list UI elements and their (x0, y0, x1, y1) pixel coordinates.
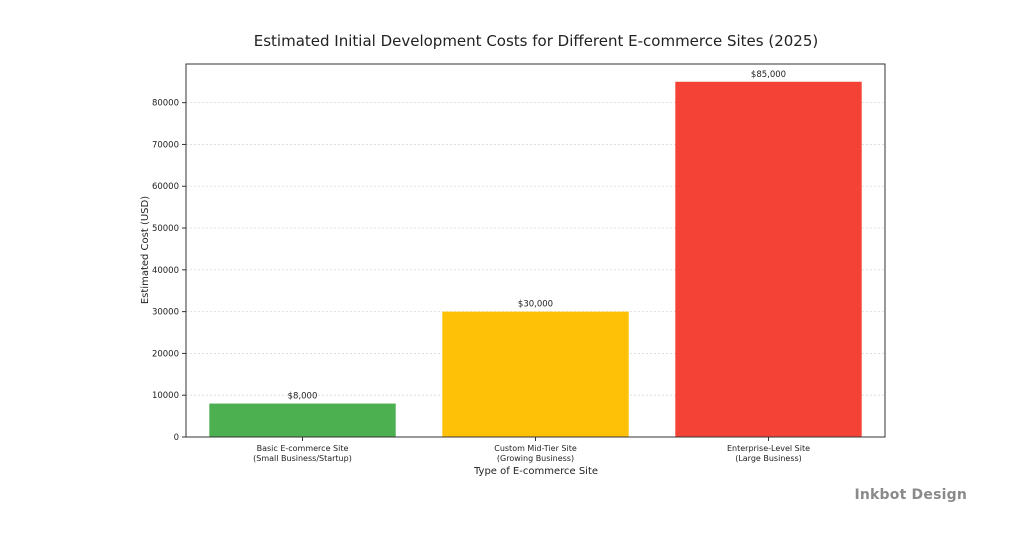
data-label: $30,000 (518, 300, 553, 310)
y-tick-label: 10000 (152, 391, 179, 401)
y-tick-label: 0 (174, 433, 179, 443)
bar (675, 81, 862, 437)
data-labels: $8,000 $30,000 $85,000 (288, 70, 786, 402)
bars (209, 81, 862, 437)
y-tick-label: 30000 (152, 308, 179, 318)
bar (442, 311, 629, 437)
y-axis-ticks: 0 10000 20000 30000 40000 50000 60000 70000 8000… (152, 99, 186, 443)
brand-watermark: Inkbot Design (854, 487, 967, 503)
chart-title: Estimated Initial Development Costs for … (254, 32, 819, 50)
x-tick-label: Enterprise-Level Site (727, 444, 810, 453)
y-tick-label: 20000 (152, 349, 179, 359)
y-tick-label: 50000 (152, 224, 179, 234)
x-axis-label: Type of E-commerce Site (473, 466, 598, 477)
x-tick-label: (Large Business) (735, 454, 802, 463)
data-label: $85,000 (751, 70, 786, 80)
x-tick-label: Custom Mid-Tier Site (494, 444, 577, 453)
y-tick-label: 40000 (152, 266, 179, 276)
bar (209, 403, 396, 437)
x-tick-label: Basic E-commerce Site (257, 444, 349, 453)
y-tick-label: 70000 (152, 140, 179, 150)
y-tick-label: 80000 (152, 99, 179, 109)
x-tick-label: (Small Business/Startup) (253, 454, 352, 463)
x-tick-label: (Growing Business) (497, 454, 574, 463)
y-tick-label: 60000 (152, 182, 179, 192)
data-label: $8,000 (288, 392, 318, 402)
y-axis-label: Estimated Cost (USD) (140, 196, 151, 304)
x-axis-ticks: Basic E-commerce Site(Small Business/Sta… (253, 437, 810, 463)
